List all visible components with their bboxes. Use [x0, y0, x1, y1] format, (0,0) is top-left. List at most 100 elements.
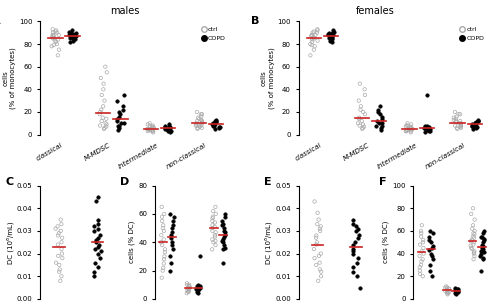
Point [426, 129, 434, 134]
Point [161, 250, 169, 255]
Point [452, 120, 460, 125]
Point [442, 289, 450, 293]
Point [419, 240, 427, 245]
Point [218, 239, 226, 243]
Point [100, 81, 108, 86]
Point [306, 41, 314, 46]
Text: males: males [110, 6, 140, 16]
Point [52, 260, 60, 265]
Point [54, 224, 62, 229]
Text: D: D [120, 177, 130, 187]
Point [70, 36, 78, 41]
Point [375, 121, 383, 126]
Point [149, 129, 157, 134]
Y-axis label: DC (10⁶/mL): DC (10⁶/mL) [265, 221, 272, 264]
Point [479, 231, 487, 236]
Text: E: E [264, 177, 272, 187]
Point [408, 128, 416, 133]
Point [58, 274, 66, 279]
Point [194, 288, 202, 293]
Point [328, 34, 336, 38]
Point [160, 223, 168, 228]
Point [158, 233, 166, 238]
Point [451, 291, 459, 296]
Point [168, 243, 176, 248]
Point [424, 128, 432, 133]
Point [418, 259, 426, 264]
Point [477, 268, 485, 273]
Point [194, 291, 202, 296]
Point [374, 109, 382, 114]
Point [416, 268, 424, 273]
Point [166, 235, 174, 240]
Point [162, 124, 170, 129]
Point [452, 287, 460, 292]
Point [426, 129, 434, 134]
Point [310, 35, 318, 40]
Point [373, 119, 381, 124]
Point [220, 243, 228, 248]
Point [456, 119, 464, 124]
Point [456, 112, 464, 117]
Point [359, 109, 367, 114]
Point [443, 290, 451, 295]
Point [450, 115, 458, 120]
Point [470, 242, 478, 247]
Point [208, 237, 216, 242]
Point [68, 28, 76, 33]
Point [313, 240, 321, 245]
Point [418, 257, 426, 262]
Point [425, 248, 433, 253]
Point [470, 228, 478, 233]
Point [168, 240, 175, 245]
Point [348, 217, 356, 222]
Point [209, 214, 217, 219]
Point [160, 125, 168, 130]
Point [58, 256, 66, 260]
Point [220, 230, 228, 235]
Point [58, 222, 66, 227]
Point [316, 226, 324, 231]
Point [114, 109, 122, 114]
Point [349, 242, 357, 247]
Point [472, 125, 480, 130]
Point [313, 30, 321, 35]
Point [113, 98, 121, 103]
Point [324, 33, 332, 38]
Point [424, 125, 432, 130]
Point [149, 130, 157, 135]
Point [423, 123, 431, 128]
Point [442, 284, 450, 289]
Point [184, 287, 192, 292]
Point [317, 251, 325, 256]
Point [477, 251, 485, 256]
Point [198, 117, 205, 122]
Point [418, 274, 426, 279]
Point [52, 29, 60, 34]
Point [116, 112, 124, 117]
Point [317, 269, 325, 274]
Point [194, 288, 202, 293]
Point [470, 232, 478, 237]
Point [160, 228, 168, 233]
Point [358, 127, 366, 131]
Point [467, 211, 475, 216]
Point [468, 238, 476, 242]
Point [70, 37, 78, 42]
Point [356, 123, 364, 128]
Point [406, 127, 414, 131]
Point [160, 123, 168, 128]
Point [103, 70, 111, 75]
Point [194, 289, 202, 294]
Point [160, 261, 168, 266]
Point [457, 121, 465, 126]
Point [478, 234, 486, 239]
Point [68, 35, 76, 40]
Point [324, 31, 332, 36]
Point [310, 256, 318, 260]
Point [48, 27, 56, 32]
Text: F: F [379, 177, 386, 187]
Point [355, 115, 363, 120]
Point [166, 254, 174, 259]
Point [184, 289, 192, 294]
